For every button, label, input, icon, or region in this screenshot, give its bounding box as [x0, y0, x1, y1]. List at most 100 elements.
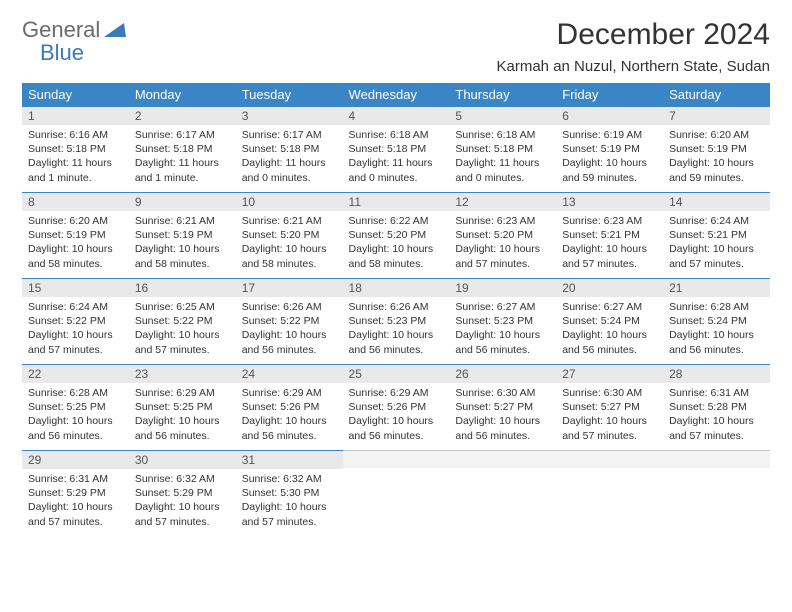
calendar-day-cell: 5Sunrise: 6:18 AMSunset: 5:18 PMDaylight…: [449, 106, 556, 192]
daylight-text-2: and 0 minutes.: [242, 171, 337, 185]
day-body: Sunrise: 6:30 AMSunset: 5:27 PMDaylight:…: [449, 383, 556, 449]
day-body: Sunrise: 6:20 AMSunset: 5:19 PMDaylight:…: [663, 125, 770, 191]
day-body: Sunrise: 6:29 AMSunset: 5:25 PMDaylight:…: [129, 383, 236, 449]
calendar-day-cell: 31Sunrise: 6:32 AMSunset: 5:30 PMDayligh…: [236, 450, 343, 536]
daylight-text-2: and 56 minutes.: [28, 429, 123, 443]
daylight-text-1: Daylight: 11 hours: [28, 156, 123, 170]
daylight-text-2: and 0 minutes.: [455, 171, 550, 185]
daylight-text-2: and 56 minutes.: [669, 343, 764, 357]
sunset-text: Sunset: 5:18 PM: [349, 142, 444, 156]
calendar-page: General Blue December 2024 Karmah an Nuz…: [0, 0, 792, 554]
day-number: 11: [343, 192, 450, 211]
calendar-day-cell: 16Sunrise: 6:25 AMSunset: 5:22 PMDayligh…: [129, 278, 236, 364]
day-body: Sunrise: 6:18 AMSunset: 5:18 PMDaylight:…: [343, 125, 450, 191]
day-number: 21: [663, 278, 770, 297]
calendar-day-cell: 10Sunrise: 6:21 AMSunset: 5:20 PMDayligh…: [236, 192, 343, 278]
daylight-text-2: and 56 minutes.: [135, 429, 230, 443]
day-number: 23: [129, 364, 236, 383]
sunset-text: Sunset: 5:21 PM: [562, 228, 657, 242]
daylight-text-1: Daylight: 10 hours: [242, 414, 337, 428]
day-of-week-header: Saturday: [663, 83, 770, 106]
day-number: 28: [663, 364, 770, 383]
daylight-text-2: and 56 minutes.: [349, 343, 444, 357]
calendar-week-row: 1Sunrise: 6:16 AMSunset: 5:18 PMDaylight…: [22, 106, 770, 192]
day-body: Sunrise: 6:16 AMSunset: 5:18 PMDaylight:…: [22, 125, 129, 191]
day-body: Sunrise: 6:17 AMSunset: 5:18 PMDaylight:…: [129, 125, 236, 191]
sunrise-text: Sunrise: 6:26 AM: [349, 300, 444, 314]
calendar-day-cell: 12Sunrise: 6:23 AMSunset: 5:20 PMDayligh…: [449, 192, 556, 278]
sunrise-text: Sunrise: 6:17 AM: [135, 128, 230, 142]
day-body: Sunrise: 6:22 AMSunset: 5:20 PMDaylight:…: [343, 211, 450, 277]
daylight-text-2: and 59 minutes.: [669, 171, 764, 185]
daylight-text-2: and 1 minute.: [135, 171, 230, 185]
daylight-text-1: Daylight: 10 hours: [242, 242, 337, 256]
sunset-text: Sunset: 5:22 PM: [242, 314, 337, 328]
calendar-week-row: 22Sunrise: 6:28 AMSunset: 5:25 PMDayligh…: [22, 364, 770, 450]
day-number: 27: [556, 364, 663, 383]
daylight-text-1: Daylight: 10 hours: [455, 242, 550, 256]
daylight-text-1: Daylight: 10 hours: [349, 328, 444, 342]
calendar-week-row: 29Sunrise: 6:31 AMSunset: 5:29 PMDayligh…: [22, 450, 770, 536]
sunrise-text: Sunrise: 6:32 AM: [242, 472, 337, 486]
calendar-day-cell: 2Sunrise: 6:17 AMSunset: 5:18 PMDaylight…: [129, 106, 236, 192]
sunset-text: Sunset: 5:18 PM: [28, 142, 123, 156]
day-body: Sunrise: 6:26 AMSunset: 5:22 PMDaylight:…: [236, 297, 343, 363]
daylight-text-2: and 57 minutes.: [669, 429, 764, 443]
logo-text: General Blue: [22, 18, 126, 64]
day-body: Sunrise: 6:20 AMSunset: 5:19 PMDaylight:…: [22, 211, 129, 277]
sunrise-text: Sunrise: 6:18 AM: [349, 128, 444, 142]
sunrise-text: Sunrise: 6:24 AM: [28, 300, 123, 314]
daylight-text-2: and 57 minutes.: [135, 343, 230, 357]
sunset-text: Sunset: 5:20 PM: [455, 228, 550, 242]
sunset-text: Sunset: 5:29 PM: [135, 486, 230, 500]
day-body: Sunrise: 6:26 AMSunset: 5:23 PMDaylight:…: [343, 297, 450, 363]
day-of-week-header: Thursday: [449, 83, 556, 106]
calendar-day-cell: 14Sunrise: 6:24 AMSunset: 5:21 PMDayligh…: [663, 192, 770, 278]
daylight-text-1: Daylight: 10 hours: [669, 414, 764, 428]
daylight-text-1: Daylight: 10 hours: [562, 414, 657, 428]
sunrise-text: Sunrise: 6:23 AM: [455, 214, 550, 228]
calendar-day-cell: 30Sunrise: 6:32 AMSunset: 5:29 PMDayligh…: [129, 450, 236, 536]
daylight-text-1: Daylight: 10 hours: [669, 242, 764, 256]
day-body: Sunrise: 6:28 AMSunset: 5:25 PMDaylight:…: [22, 383, 129, 449]
day-number: 3: [236, 106, 343, 125]
daylight-text-1: Daylight: 10 hours: [242, 328, 337, 342]
sunrise-text: Sunrise: 6:28 AM: [669, 300, 764, 314]
sunset-text: Sunset: 5:27 PM: [455, 400, 550, 414]
sunrise-text: Sunrise: 6:31 AM: [28, 472, 123, 486]
day-of-week-header: Monday: [129, 83, 236, 106]
day-body: Sunrise: 6:25 AMSunset: 5:22 PMDaylight:…: [129, 297, 236, 363]
calendar-day-cell: 26Sunrise: 6:30 AMSunset: 5:27 PMDayligh…: [449, 364, 556, 450]
sunset-text: Sunset: 5:26 PM: [349, 400, 444, 414]
day-body: Sunrise: 6:30 AMSunset: 5:27 PMDaylight:…: [556, 383, 663, 449]
sunrise-text: Sunrise: 6:16 AM: [28, 128, 123, 142]
sunrise-text: Sunrise: 6:28 AM: [28, 386, 123, 400]
day-body: Sunrise: 6:27 AMSunset: 5:23 PMDaylight:…: [449, 297, 556, 363]
calendar-day-cell: 25Sunrise: 6:29 AMSunset: 5:26 PMDayligh…: [343, 364, 450, 450]
sunset-text: Sunset: 5:19 PM: [562, 142, 657, 156]
sunrise-text: Sunrise: 6:32 AM: [135, 472, 230, 486]
day-of-week-header: Tuesday: [236, 83, 343, 106]
calendar-head: SundayMondayTuesdayWednesdayThursdayFrid…: [22, 83, 770, 106]
day-body: Sunrise: 6:23 AMSunset: 5:21 PMDaylight:…: [556, 211, 663, 277]
daylight-text-2: and 56 minutes.: [455, 343, 550, 357]
logo-triangle-icon: [104, 18, 126, 41]
daylight-text-1: Daylight: 10 hours: [28, 242, 123, 256]
daylight-text-1: Daylight: 10 hours: [455, 414, 550, 428]
day-number: 31: [236, 450, 343, 469]
sunset-text: Sunset: 5:18 PM: [135, 142, 230, 156]
sunset-text: Sunset: 5:30 PM: [242, 486, 337, 500]
daylight-text-2: and 56 minutes.: [349, 429, 444, 443]
sunrise-text: Sunrise: 6:30 AM: [562, 386, 657, 400]
sunrise-text: Sunrise: 6:22 AM: [349, 214, 444, 228]
calendar-day-cell: 1Sunrise: 6:16 AMSunset: 5:18 PMDaylight…: [22, 106, 129, 192]
sunset-text: Sunset: 5:20 PM: [242, 228, 337, 242]
day-number: 15: [22, 278, 129, 297]
calendar-day-cell: 8Sunrise: 6:20 AMSunset: 5:19 PMDaylight…: [22, 192, 129, 278]
day-number: 26: [449, 364, 556, 383]
day-body: Sunrise: 6:32 AMSunset: 5:30 PMDaylight:…: [236, 469, 343, 535]
calendar-day-cell: 3Sunrise: 6:17 AMSunset: 5:18 PMDaylight…: [236, 106, 343, 192]
daylight-text-2: and 56 minutes.: [242, 429, 337, 443]
daylight-text-1: Daylight: 11 hours: [455, 156, 550, 170]
sunset-text: Sunset: 5:19 PM: [28, 228, 123, 242]
